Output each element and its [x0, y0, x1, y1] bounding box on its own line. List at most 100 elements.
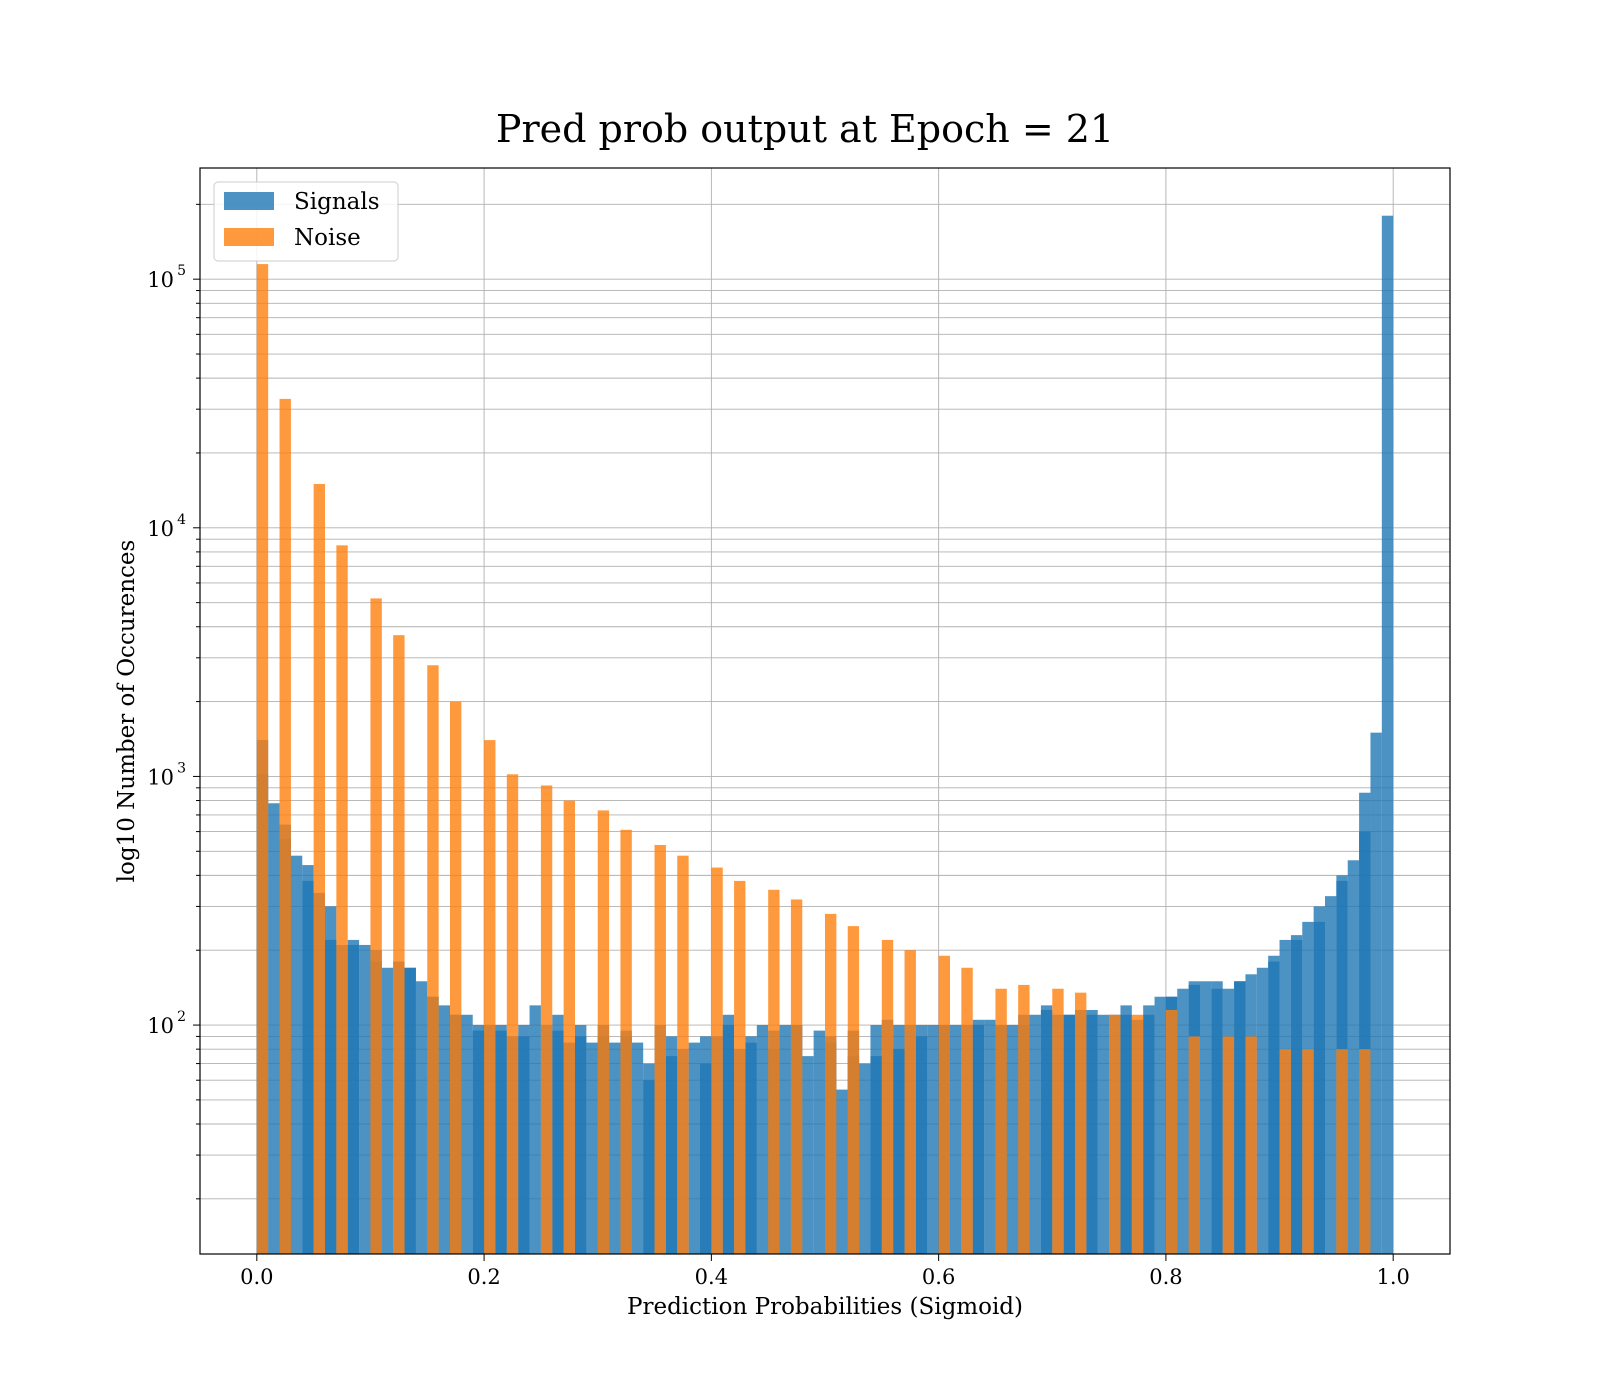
histogram-bar-signals — [1040, 1005, 1053, 1254]
y-tick-exponent: 4 — [177, 512, 186, 528]
histogram-bar-signals — [1268, 955, 1280, 1254]
histogram-bar-noise — [711, 867, 723, 1254]
histogram-bar-noise — [677, 855, 689, 1254]
histogram-bar-signals — [1211, 981, 1223, 1254]
histogram-bar-signals — [1256, 967, 1269, 1254]
histogram-bar-noise — [995, 988, 1007, 1254]
histogram-bar-noise — [1131, 1014, 1144, 1254]
histogram-bar-signals — [518, 1025, 530, 1254]
histogram-bar-signals — [643, 1063, 655, 1254]
histogram-bar-signals — [631, 1042, 644, 1254]
histogram-bar-signals — [552, 1014, 564, 1254]
y-tick-label: 10 — [147, 517, 174, 541]
histogram-bar-signals — [347, 944, 360, 1254]
y-tick-label: 10 — [147, 765, 174, 789]
histogram-bar-signals — [586, 1042, 598, 1254]
x-tick-label: 0.2 — [467, 1265, 500, 1289]
legend-label-noise: Noise — [294, 225, 361, 251]
y-tick-label: 10 — [147, 1014, 174, 1038]
histogram-bar-noise — [1302, 1049, 1314, 1254]
legend-label-signals: Signals — [294, 189, 380, 215]
histogram-bar-signals — [1063, 1014, 1075, 1254]
histogram-bar-noise — [1052, 988, 1064, 1254]
histogram-bar-noise — [881, 939, 894, 1254]
histogram-bar-noise — [654, 844, 666, 1254]
histogram-bar-signals — [1120, 1005, 1132, 1254]
histogram-bar-noise — [1109, 1014, 1121, 1254]
histogram-bar-noise — [790, 899, 803, 1254]
histogram-bar-noise — [484, 740, 496, 1254]
histogram-bar-signals — [325, 939, 337, 1254]
histogram-bar-signals — [1347, 860, 1360, 1254]
plot-frame — [199, 167, 1451, 1255]
histogram-bar-signals — [893, 1049, 905, 1254]
histogram-bar-noise — [847, 926, 860, 1254]
signals-bars — [256, 215, 1394, 1255]
histogram-bar-signals — [1325, 896, 1337, 1254]
histogram-bar-signals — [972, 1025, 985, 1254]
histogram-bar-noise — [506, 774, 519, 1254]
histogram-bar-noise — [279, 398, 291, 1255]
histogram-bar-signals — [745, 1042, 757, 1254]
y-tick-exponent: 5 — [177, 263, 186, 279]
histogram-bar-noise — [313, 484, 325, 1254]
histogram-bar-noise — [540, 785, 553, 1254]
histogram-bar-noise — [1359, 1049, 1371, 1254]
histogram-bar-signals — [722, 1025, 735, 1254]
histogram-bar-signals — [1029, 1014, 1041, 1254]
histogram-bar-signals — [915, 1025, 928, 1254]
histogram-bar-signals — [1370, 732, 1382, 1254]
histogram-bar-noise — [370, 598, 382, 1254]
y-tick-exponent: 3 — [177, 760, 186, 776]
histogram-bar-signals — [495, 1030, 507, 1254]
histogram-bar-signals — [1313, 906, 1325, 1254]
histogram-bar-signals — [290, 855, 303, 1254]
x-tick-label: 0.4 — [695, 1265, 728, 1289]
histogram-bar-signals — [700, 1036, 712, 1254]
noise-bars — [256, 264, 1371, 1255]
histogram-bar-signals — [802, 1056, 814, 1254]
histogram-bar-signals — [438, 1005, 450, 1254]
histogram-bar-noise — [904, 950, 916, 1254]
histogram-bar-signals — [609, 1042, 621, 1254]
histogram-bar-noise — [1188, 1036, 1200, 1254]
histogram-bar-noise — [768, 889, 780, 1254]
histogram-bar-signals — [1200, 981, 1212, 1254]
histogram-bar-signals — [756, 1025, 769, 1254]
histogram-bar-signals — [870, 1025, 882, 1254]
histogram-bar-signals — [1143, 1005, 1155, 1254]
histogram-bar-noise — [1075, 992, 1087, 1254]
histogram-bar-signals — [359, 944, 371, 1254]
histogram-bar-signals — [984, 1019, 996, 1254]
histogram-bar-signals — [1154, 996, 1166, 1254]
histogram-bar-signals — [688, 1042, 700, 1254]
x-ticks: 0.0 0.2 0.4 0.6 0.8 1.0 — [240, 1254, 1410, 1289]
histogram-bar-noise — [597, 810, 610, 1254]
histogram-bar-signals — [779, 1025, 791, 1254]
histogram-bar-noise — [1165, 1009, 1178, 1254]
histogram-bar-signals — [950, 1025, 962, 1254]
histogram-bar-noise — [450, 701, 462, 1254]
histogram-bar-noise — [1245, 1036, 1257, 1254]
histogram-bar-signals — [1006, 1025, 1019, 1254]
histogram-bar-noise — [620, 829, 632, 1254]
y-axis-label: log10 Number of Occurences — [114, 540, 140, 883]
legend: Signals Noise — [213, 181, 399, 262]
histogram-bar-noise — [427, 665, 439, 1254]
x-axis-label: Prediction Probabilities (Sigmoid) — [627, 1294, 1023, 1320]
histogram-bar-signals — [268, 803, 280, 1254]
histogram-bar-noise — [256, 264, 269, 1254]
histogram-bar-signals — [813, 1030, 825, 1254]
legend-swatch-signals — [224, 192, 274, 210]
y-tick-label: 10 — [147, 268, 174, 292]
histogram-bar-signals — [575, 1036, 587, 1254]
histogram-bar-noise — [336, 545, 348, 1254]
histogram-bar-signals — [1381, 215, 1394, 1255]
histogram-bar-signals — [381, 967, 394, 1254]
histogram-bar-noise — [1018, 984, 1030, 1254]
histogram-bar-signals — [529, 1005, 541, 1254]
chart-title: Pred prob output at Epoch = 21 — [496, 107, 1114, 151]
histogram-bar-signals — [836, 1089, 848, 1254]
histogram-bar-signals — [1097, 1014, 1110, 1254]
